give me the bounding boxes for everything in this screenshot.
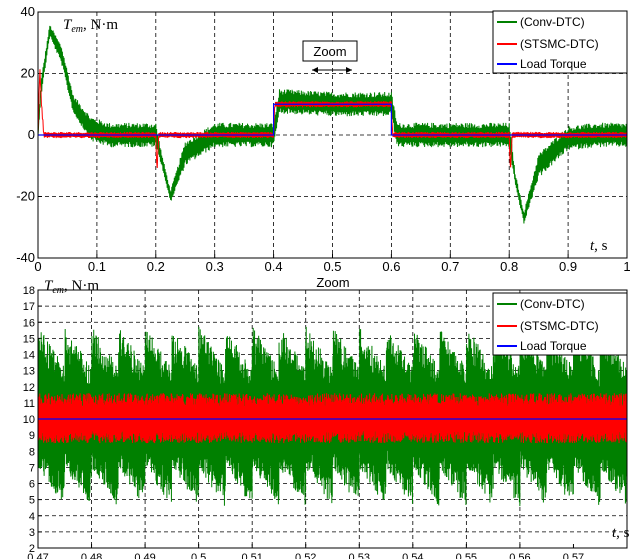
top-y-tick-label: -20: [16, 189, 35, 204]
top-y-tick-labels: -40 -20 0 20 40: [16, 4, 35, 265]
bot-x-tick-label: 0.48: [81, 552, 102, 559]
top-x-tick-label: 0.5: [323, 259, 341, 274]
top-x-tick-label: 0.9: [559, 259, 577, 274]
zoom-arrow-right-head: [346, 67, 352, 73]
top-x-tick-label: 0: [34, 259, 41, 274]
bot-y-tick-label: 7: [29, 462, 35, 474]
bot-y-tick-label: 15: [23, 333, 35, 345]
top-series-conv-dtc: [38, 25, 627, 224]
top-x-axis-label: t, s: [590, 238, 608, 254]
bot-x-tick-label: 0.5: [191, 552, 206, 559]
top-series-stsmc-dtc: [38, 69, 627, 169]
zoom-arrow-left-head: [312, 67, 318, 73]
bottom-chart: 0.47 0.48 0.49 0.5 0.51 0.52 0.53 0.54 0.55 0.56 0…: [23, 275, 630, 559]
top-x-tick-label: 0.7: [441, 259, 459, 274]
bottom-legend-label-load: Load Torque: [520, 339, 587, 353]
bot-x-tick-label: 0.55: [456, 552, 477, 559]
bottom-series: [38, 326, 627, 507]
bot-y-tick-label: 5: [29, 495, 35, 507]
top-chart: 0 0.1 0.2 0.3 0.4 0.5 0.6 0.7 0.8 0.9 1 -40 -20 0 20 4…: [16, 4, 630, 274]
top-legend-label-stsmc: (STSMC-DTC): [520, 37, 599, 51]
bot-y-tick-label: 11: [24, 398, 35, 410]
top-x-tick-label: 0.6: [382, 259, 400, 274]
top-x-tick-label: 0.3: [206, 259, 224, 274]
bot-y-tick-label: 13: [23, 366, 35, 378]
bottom-y-axis-label: Tem, N·m: [44, 278, 99, 296]
top-x-tick-label: 0.1: [88, 259, 106, 274]
bot-y-tick-label: 18: [23, 285, 35, 297]
top-series-load-torque: [38, 103, 627, 136]
bottom-legend: (Conv-DTC) (STSMC-DTC) Load Torque: [492, 292, 628, 356]
bot-y-tick-label: 4: [29, 511, 35, 523]
bottom-title: Zoom: [316, 275, 349, 290]
bottom-plot-frame: [37, 289, 628, 549]
bot-y-tick-label: 3: [29, 527, 35, 539]
bot-x-tick-label: 0.56: [509, 552, 530, 559]
top-plot-frame: [37, 11, 628, 259]
zoom-label: Zoom: [313, 44, 346, 59]
top-legend: (Conv-DTC) (STSMC-DTC) Load Torque: [492, 10, 628, 74]
top-y-axis-label: Tem, N·m: [63, 17, 118, 35]
top-y-tick-label: 0: [28, 127, 35, 142]
bot-y-tick-label: 17: [23, 301, 35, 313]
bottom-x-tick-labels: 0.47 0.48 0.49 0.5 0.51 0.52 0.53 0.54 0.55 0.56 0…: [27, 552, 584, 559]
bot-x-tick-label: 0.49: [134, 552, 155, 559]
top-x-tick-labels: 0 0.1 0.2 0.3 0.4 0.5 0.6 0.7 0.8 0.9 1: [34, 259, 630, 274]
bot-x-tick-label: 0.57: [563, 552, 584, 559]
bot-x-tick-label: 0.51: [241, 552, 262, 559]
bot-y-tick-label: 8: [29, 446, 35, 458]
top-legend-label-conv: (Conv-DTC): [520, 15, 585, 29]
top-legend-label-load: Load Torque: [520, 57, 587, 71]
bot-x-tick-label: 0.52: [295, 552, 316, 559]
bot-x-tick-label: 0.54: [402, 552, 423, 559]
top-x-tick-label: 0.8: [500, 259, 518, 274]
bot-y-tick-label: 10: [23, 414, 35, 426]
zoom-annotation: Zoom: [302, 40, 358, 73]
bottom-legend-label-conv: (Conv-DTC): [520, 297, 585, 311]
bot-y-tick-label: 16: [23, 317, 35, 329]
top-y-tick-label: 40: [21, 4, 35, 19]
bot-y-tick-label: 9: [29, 430, 35, 442]
top-x-tick-label: 1: [623, 259, 630, 274]
bottom-legend-label-stsmc: (STSMC-DTC): [520, 319, 599, 333]
top-y-tick-label: 20: [21, 66, 35, 81]
bot-y-tick-label: 14: [23, 350, 35, 362]
bot-y-tick-label: 2: [29, 543, 35, 555]
bot-x-tick-label: 0.53: [349, 552, 370, 559]
top-x-tick-label: 0.4: [265, 259, 283, 274]
top-x-tick-label: 0.2: [147, 259, 165, 274]
top-y-tick-label: -40: [16, 250, 35, 265]
bot-y-tick-label: 12: [23, 382, 35, 394]
top-series: [38, 25, 627, 224]
bot-y-tick-label: 6: [29, 479, 35, 491]
bot-x-tick-label: 0.47: [27, 552, 48, 559]
bottom-y-tick-labels: 2 3 4 5 6 7 8 9 10 11 12 13 14 15 16 17 18: [23, 285, 35, 555]
bottom-x-axis-label: t, s: [612, 525, 630, 541]
bottom-series-stsmc-dtc: [38, 393, 627, 444]
zoom-box: [302, 40, 358, 62]
